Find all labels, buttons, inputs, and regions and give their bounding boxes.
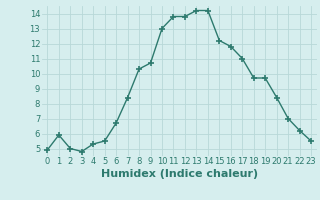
X-axis label: Humidex (Indice chaleur): Humidex (Indice chaleur) <box>100 169 258 179</box>
